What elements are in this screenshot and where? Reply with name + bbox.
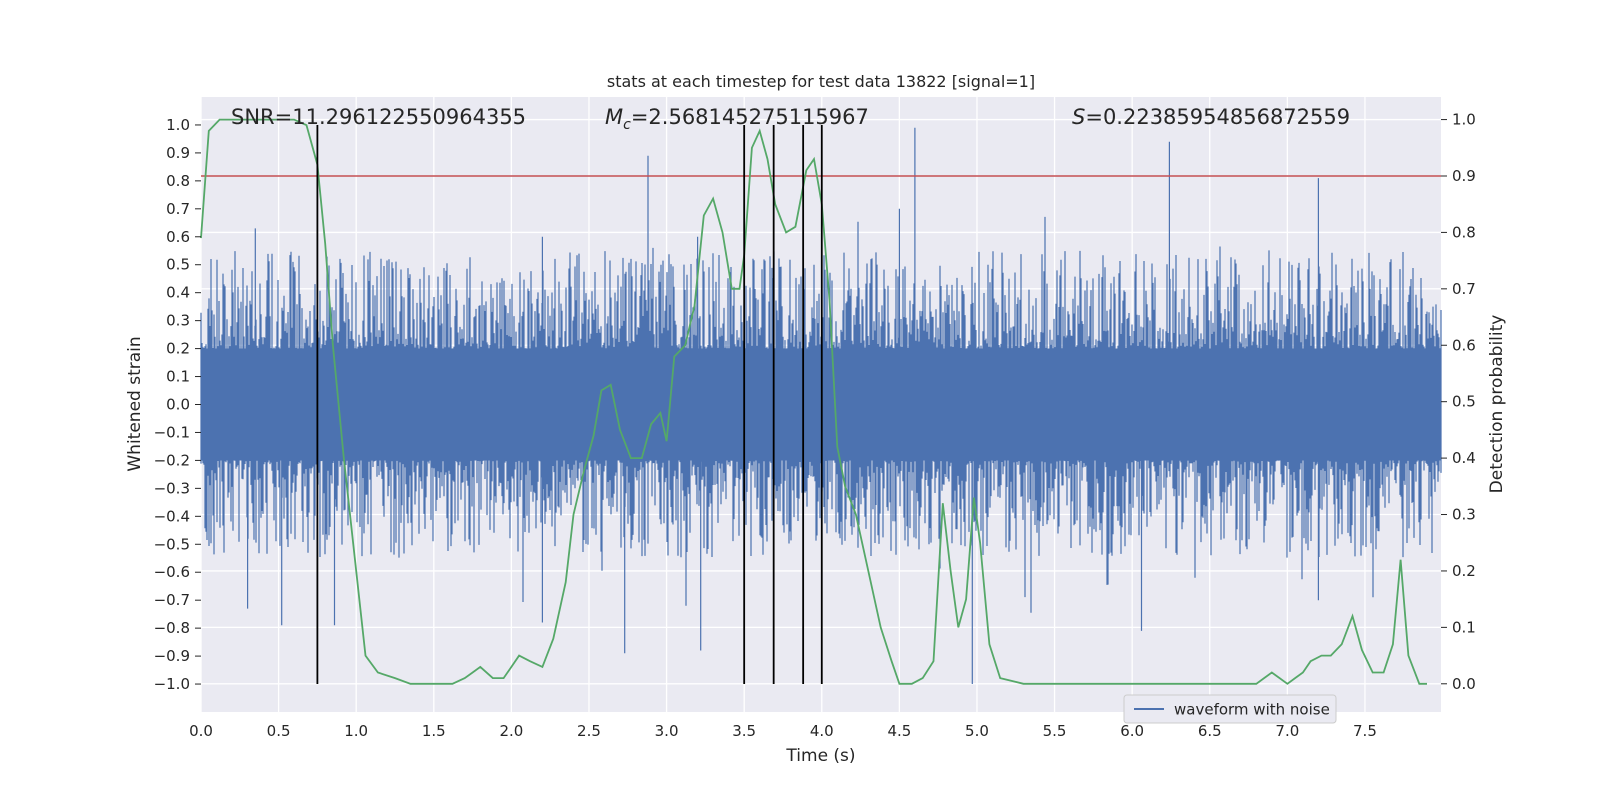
chart-title: stats at each timestep for test data 138… xyxy=(607,72,1035,91)
x-tick-label: 4.5 xyxy=(887,722,911,740)
probability-line xyxy=(200,118,1427,685)
vertical-markers xyxy=(316,124,823,685)
legend-box xyxy=(1123,694,1337,724)
y-left-tick-label: −0.3 xyxy=(154,479,190,497)
x-tick-label: 2.0 xyxy=(499,722,523,740)
y-right-tick-label: 0.2 xyxy=(1452,562,1476,580)
chirp-mass-annotation: Mc=2.568145275115967 xyxy=(605,105,869,133)
y-right-tick-label: 0.8 xyxy=(1452,223,1476,241)
y-left-tick-label: −0.8 xyxy=(154,619,190,637)
x-tick-label: 0.0 xyxy=(189,722,213,740)
y-right-axis-ticks: 1.0 0.9 0.8 0.7 0.6 0.5 0.4 0.3 0.2 0.1 0.0 xyxy=(1441,111,1476,693)
y-left-tick-label: 0.1 xyxy=(166,368,190,386)
x-tick-label: 5.5 xyxy=(1043,722,1067,740)
probability-series xyxy=(200,118,1427,685)
x-tick-label: 2.5 xyxy=(577,722,601,740)
y-left-tick-label: 0.6 xyxy=(166,228,190,246)
y-right-tick-label: 0.7 xyxy=(1452,280,1476,298)
x-tick-label: 6.5 xyxy=(1198,722,1222,740)
score-annotation: S=0.22385954856872559 xyxy=(1072,105,1350,129)
chirp-mass-value: =2.568145275115967 xyxy=(631,105,869,129)
y-left-tick-label: −0.7 xyxy=(154,591,190,609)
x-tick-label: 4.0 xyxy=(810,722,834,740)
y-left-tick-label: −0.9 xyxy=(154,647,190,665)
y-left-tick-label: 0.3 xyxy=(166,312,190,330)
y-left-tick-label: 0.4 xyxy=(166,284,190,302)
y-right-tick-label: 0.3 xyxy=(1452,506,1476,524)
y-right-tick-label: 0.6 xyxy=(1452,336,1476,354)
x-tick-label: 1.0 xyxy=(344,722,368,740)
x-tick-label: 3.0 xyxy=(655,722,679,740)
x-tick-label: 1.5 xyxy=(422,722,446,740)
x-axis-label: Time (s) xyxy=(785,746,855,766)
y-left-tick-label: −0.5 xyxy=(154,535,190,553)
score-value: =0.22385954856872559 xyxy=(1085,105,1350,129)
y-left-tick-label: 0.2 xyxy=(166,340,190,358)
snr-annotation: SNR=11.296122550964355 xyxy=(231,105,526,129)
y-left-tick-label: 0.8 xyxy=(166,172,190,190)
y-right-tick-label: 0.0 xyxy=(1452,675,1476,693)
y-left-tick-label: −0.1 xyxy=(154,423,190,441)
y-left-tick-label: −0.4 xyxy=(154,507,190,525)
y-left-tick-label: 1.0 xyxy=(166,116,190,134)
y-left-tick-label: 0.5 xyxy=(166,256,190,274)
x-axis-ticks: 0.0 0.5 1.0 1.5 2.0 2.5 3.0 3.5 4.0 4.5 5.0 5.5 6.0 6… xyxy=(189,722,1377,740)
chirp-mass-subscript: c xyxy=(623,117,631,133)
y-left-tick-label: 0.7 xyxy=(166,200,190,218)
score-symbol: S xyxy=(1072,105,1085,129)
x-tick-label: 3.5 xyxy=(732,722,756,740)
y-left-tick-label: −0.6 xyxy=(154,563,190,581)
x-tick-label: 7.5 xyxy=(1353,722,1377,740)
y-right-tick-label: 0.9 xyxy=(1452,167,1476,185)
y-right-tick-label: 1.0 xyxy=(1452,111,1476,129)
x-tick-label: 5.0 xyxy=(965,722,989,740)
y-left-axis-label: Whitened strain xyxy=(125,336,145,471)
y-right-tick-label: 0.5 xyxy=(1452,393,1476,411)
y-right-tick-label: 0.1 xyxy=(1452,618,1476,636)
x-tick-label: 6.0 xyxy=(1120,722,1144,740)
x-tick-label: 0.5 xyxy=(267,722,291,740)
legend: waveform with noise xyxy=(1123,694,1337,724)
x-tick-label: 7.0 xyxy=(1275,722,1299,740)
y-left-tick-label: −1.0 xyxy=(154,675,190,693)
y-right-tick-label: 0.4 xyxy=(1452,449,1476,467)
y-left-tick-label: 0.0 xyxy=(166,396,190,414)
y-left-axis-ticks: 1.0 0.9 0.8 0.7 0.6 0.5 0.4 0.3 0.2 0.1 0.0 −0.1 −0.… xyxy=(154,116,201,693)
waveform-trace xyxy=(200,127,1442,684)
y-left-tick-label: 0.9 xyxy=(166,144,190,162)
chirp-mass-symbol: M xyxy=(605,105,623,129)
legend-label: waveform with noise xyxy=(1174,701,1330,719)
y-right-axis-label: Detection probability xyxy=(1487,315,1507,494)
y-left-tick-label: −0.2 xyxy=(154,451,190,469)
